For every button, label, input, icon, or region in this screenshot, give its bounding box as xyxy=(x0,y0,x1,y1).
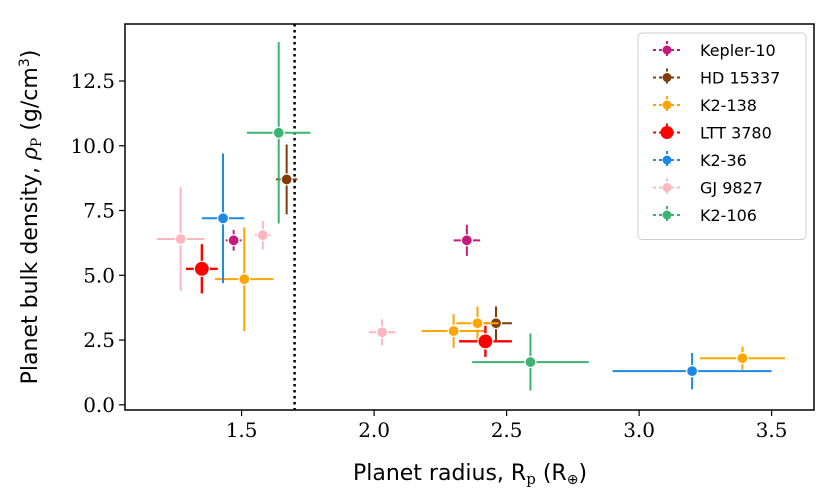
data-marker xyxy=(460,234,473,247)
legend-marker xyxy=(662,100,672,110)
legend-label: K2-138 xyxy=(700,96,757,115)
legend-marker xyxy=(660,126,674,139)
y-tick-label: 2.5 xyxy=(83,328,115,352)
data-marker xyxy=(524,355,537,369)
axis-ticks: 1.5 2.0 2.5 3.0 3.5 0.0 2.5 5.0 7.5 10.0 12.5 xyxy=(70,69,787,442)
legend-marker xyxy=(662,155,672,165)
data-marker xyxy=(736,352,749,365)
data-point-k2-138 xyxy=(421,314,486,348)
legend-entry: Kepler-10 xyxy=(653,41,776,60)
data-marker xyxy=(216,212,230,225)
data-marker xyxy=(280,173,293,186)
legend-label: HD 15337 xyxy=(700,69,780,88)
data-marker xyxy=(447,324,460,338)
x-tick-label: 2.5 xyxy=(491,418,523,442)
y-tick-label: 10.0 xyxy=(70,134,115,158)
data-marker xyxy=(471,317,484,330)
x-tick-label: 2.0 xyxy=(358,418,390,442)
legend-label: K2-106 xyxy=(700,206,757,225)
data-point-k2-106 xyxy=(472,333,589,391)
data-marker xyxy=(174,232,187,246)
data-point-gj-9827 xyxy=(368,319,396,346)
data-point-gj-9827 xyxy=(254,220,271,250)
data-points xyxy=(156,42,785,391)
legend-label: LTT 3780 xyxy=(700,124,772,143)
y-axis-label: Planet bulk density, ρP (g/cm3) xyxy=(17,50,45,385)
data-point-k2-36 xyxy=(612,353,772,390)
legend-label: K2-36 xyxy=(700,151,747,170)
legend-label: GJ 9827 xyxy=(700,179,763,198)
legend-marker xyxy=(662,183,672,192)
data-marker xyxy=(375,326,389,339)
data-point-kepler-10 xyxy=(225,229,242,251)
x-tick-label: 3.5 xyxy=(756,418,788,442)
data-marker xyxy=(256,229,269,242)
data-point-k2-106 xyxy=(246,42,311,224)
data-marker xyxy=(238,273,251,286)
data-marker xyxy=(685,365,699,378)
data-marker xyxy=(227,234,240,247)
legend-entry: GJ 9827 xyxy=(653,178,763,198)
legend-entry: K2-36 xyxy=(653,151,747,170)
x-axis-label: Planet radius, Rp (R⊕) xyxy=(353,461,587,488)
data-marker xyxy=(272,126,285,139)
data-marker xyxy=(477,333,494,350)
plot-frame xyxy=(124,23,815,411)
y-tick-label: 12.5 xyxy=(70,69,115,93)
legend-entry: K2-138 xyxy=(653,96,757,115)
legend: Kepler-10 HD 15337 K2-138 LTT 3780 K2-36 GJ 9… xyxy=(637,32,807,240)
legend-entry: LTT 3780 xyxy=(653,123,772,143)
data-point-gj-9827 xyxy=(156,187,205,291)
x-tick-label: 3.0 xyxy=(623,418,655,442)
y-tick-label: 5.0 xyxy=(83,263,115,287)
data-point-k2-138 xyxy=(456,306,499,341)
data-point-k2-138 xyxy=(700,346,785,370)
data-point-ltt-3780 xyxy=(458,325,512,357)
legend-marker xyxy=(662,210,672,220)
data-marker xyxy=(193,260,210,277)
data-point-k2-36 xyxy=(201,153,245,284)
x-tick-label: 1.5 xyxy=(226,418,258,442)
data-point-kepler-10 xyxy=(453,224,481,256)
legend-marker xyxy=(662,73,672,82)
legend-entry: HD 15337 xyxy=(653,68,780,88)
legend-entry: K2-106 xyxy=(653,206,757,225)
legend-marker xyxy=(662,45,672,55)
legend-label: Kepler-10 xyxy=(700,41,776,60)
y-tick-label: 0.0 xyxy=(83,393,115,417)
data-point-ltt-3780 xyxy=(185,244,218,294)
y-tick-label: 7.5 xyxy=(83,199,115,223)
data-point-k2-138 xyxy=(215,227,274,331)
